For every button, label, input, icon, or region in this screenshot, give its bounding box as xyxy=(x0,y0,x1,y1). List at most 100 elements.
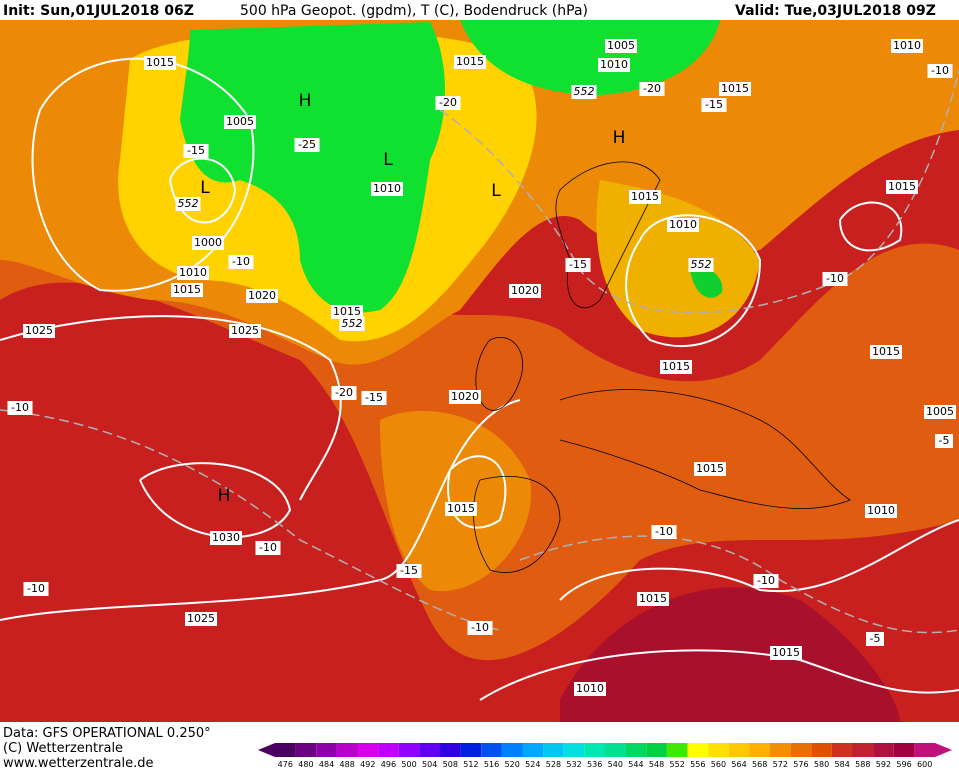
scale-tick-label: 576 xyxy=(793,760,808,769)
label-box xyxy=(171,283,203,297)
copyright: (C) Wetterzentrale xyxy=(3,741,123,756)
map-label: -15 xyxy=(187,144,205,157)
map-label: 1015 xyxy=(639,592,667,605)
label-box xyxy=(210,531,242,545)
map-label: -10 xyxy=(931,64,949,77)
isobar xyxy=(0,315,342,501)
map-label: -10 xyxy=(232,255,250,268)
label-box xyxy=(688,258,714,272)
label-box xyxy=(651,525,677,539)
scale-tick-label: 520 xyxy=(505,760,520,769)
map-label: 1015 xyxy=(721,82,749,95)
coastlines xyxy=(473,161,851,573)
scale-tick-label: 492 xyxy=(360,760,375,769)
scale-tick-label: 516 xyxy=(484,760,499,769)
map-label: 552 xyxy=(342,317,363,330)
label-box xyxy=(719,82,751,96)
map-label: 1015 xyxy=(696,462,724,475)
isobar xyxy=(559,519,959,601)
pressure-center: H xyxy=(218,486,231,506)
label-box xyxy=(23,324,55,338)
map-label: 1000 xyxy=(194,236,222,249)
scale-tick-label: 588 xyxy=(855,760,870,769)
isobars xyxy=(0,57,959,701)
isotherm xyxy=(0,409,501,631)
scale-swatch xyxy=(914,743,935,757)
scale-swatch xyxy=(378,743,399,757)
label-box xyxy=(454,55,486,69)
label-box xyxy=(246,289,278,303)
label-box xyxy=(177,266,209,280)
isobar xyxy=(839,201,903,252)
map-label: 1015 xyxy=(772,646,800,659)
pressure-center: H xyxy=(299,91,312,111)
label-box xyxy=(339,317,365,331)
green-zone xyxy=(690,267,723,298)
scale-tick-label: 600 xyxy=(917,760,932,769)
map-label: -20 xyxy=(335,386,353,399)
scale-tick-label: 560 xyxy=(711,760,726,769)
map-label: -10 xyxy=(655,525,673,538)
scale-tick-label: 528 xyxy=(546,760,561,769)
map-label: 1015 xyxy=(631,190,659,203)
scale-tick-label: 536 xyxy=(587,760,602,769)
isobar xyxy=(479,649,959,701)
scale-swatch xyxy=(687,743,709,757)
scale-tick-label: 512 xyxy=(463,760,478,769)
map-label: 1020 xyxy=(451,390,479,403)
scale-tick-label: 548 xyxy=(649,760,664,769)
map-label: -15 xyxy=(569,258,587,271)
map-label: 1025 xyxy=(231,324,259,337)
label-box xyxy=(144,56,176,70)
label-box xyxy=(639,82,665,96)
label-box xyxy=(192,236,224,250)
scale-tick-label: 564 xyxy=(731,760,746,769)
map-label: 1020 xyxy=(511,284,539,297)
label-box xyxy=(865,504,897,518)
map-label: -20 xyxy=(439,96,457,109)
label-box xyxy=(927,64,953,78)
scale-swatch xyxy=(728,743,750,757)
label-box xyxy=(175,197,201,211)
scale-tick-label: 572 xyxy=(773,760,788,769)
map-label: -10 xyxy=(757,574,775,587)
scale-tick-label: 580 xyxy=(814,760,829,769)
map-label: 1010 xyxy=(600,58,628,71)
map-label: -5 xyxy=(939,434,950,447)
scale-tick-label: 592 xyxy=(876,760,891,769)
label-box xyxy=(7,401,33,415)
scale-swatch xyxy=(666,743,688,757)
coastline xyxy=(555,161,661,309)
label-box xyxy=(331,386,357,400)
coastline xyxy=(559,389,851,509)
scale-arrow-left xyxy=(258,743,275,757)
scale-swatch xyxy=(852,743,874,757)
isobar xyxy=(169,157,237,224)
scale-swatch xyxy=(790,743,812,757)
map-label: 1010 xyxy=(669,218,697,231)
map-label: 1020 xyxy=(248,289,276,302)
map-label: -10 xyxy=(11,401,29,414)
coastline xyxy=(475,337,524,411)
map-label: 552 xyxy=(574,85,595,98)
scale-swatch xyxy=(440,743,461,757)
scale-swatch xyxy=(831,743,853,757)
scale-swatch xyxy=(625,743,647,757)
yellow-zone xyxy=(596,180,760,338)
green-zone xyxy=(180,22,445,313)
scale-tick-label: 584 xyxy=(835,760,850,769)
scale-swatch xyxy=(770,743,791,757)
map-label: 1015 xyxy=(333,305,361,318)
map-label: 1015 xyxy=(146,56,174,69)
label-box xyxy=(224,115,256,129)
green-zone xyxy=(460,20,720,95)
coastline xyxy=(473,476,561,573)
scale-swatch xyxy=(419,743,440,757)
scale-swatch xyxy=(646,743,667,757)
label-box xyxy=(574,682,606,696)
data-source: Data: GFS OPERATIONAL 0.250° xyxy=(3,726,211,741)
header-bar xyxy=(0,0,959,20)
map-label: -10 xyxy=(471,621,489,634)
